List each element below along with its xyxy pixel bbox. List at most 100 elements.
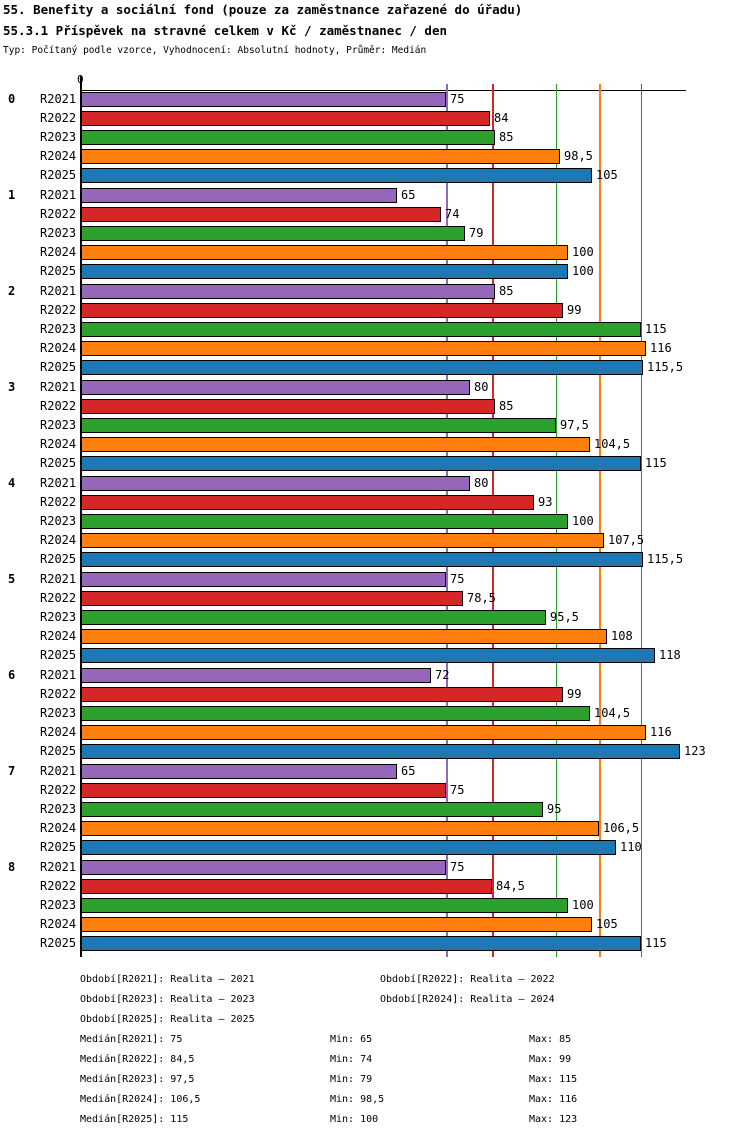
bar-R2021-group-7: [81, 764, 397, 779]
bar-R2022-group-4: [81, 495, 534, 510]
series-row-label: R2023: [40, 130, 77, 144]
bar-R2022-group-6: [81, 687, 563, 702]
series-row-label: R2025: [40, 456, 77, 470]
series-row-label: R2025: [40, 552, 77, 566]
bar-value-label: 104,5: [594, 706, 631, 720]
bar-value-label: 97,5: [560, 418, 589, 432]
bar-value-label: 116: [650, 725, 672, 739]
median-gridline-R2024: [599, 84, 601, 957]
bar-value-label: 118: [659, 648, 681, 662]
series-row-label: R2022: [40, 303, 77, 317]
stat-median: Medián[R2022]: 84,5: [80, 1054, 195, 1065]
group-label-1: 1: [8, 188, 16, 202]
series-row-label: R2023: [40, 322, 77, 336]
bar-value-label: 75: [450, 572, 465, 586]
bar-R2022-group-1: [81, 207, 441, 222]
series-row-label: R2022: [40, 495, 77, 509]
bar-R2021-group-2: [81, 284, 495, 299]
bar-value-label: 115,5: [647, 360, 684, 374]
bar-R2023-group-0: [81, 130, 495, 145]
bar-R2025-group-0: [81, 168, 592, 183]
bar-R2023-group-6: [81, 706, 590, 721]
series-row-label: R2024: [40, 533, 77, 547]
group-label-4: 4: [8, 476, 16, 490]
group-label-2: 2: [8, 284, 16, 298]
series-row-label: R2024: [40, 341, 77, 355]
bar-R2021-group-0: [81, 92, 446, 107]
series-row-label: R2023: [40, 898, 77, 912]
bar-value-label: 79: [469, 226, 484, 240]
bar-value-label: 84: [494, 111, 509, 125]
bar-value-label: 100: [572, 514, 594, 528]
series-row-label: R2021: [40, 572, 77, 586]
stat-min: Min: 79: [330, 1074, 373, 1085]
bar-R2024-group-0: [81, 149, 560, 164]
bar-value-label: 65: [401, 764, 416, 778]
group-label-3: 3: [8, 380, 16, 394]
series-row-label: R2024: [40, 629, 77, 643]
legend-item: Období[R2021]: Realita – 2021: [80, 974, 255, 985]
legend-item: Období[R2022]: Realita – 2022: [380, 974, 555, 985]
series-row-label: R2024: [40, 821, 77, 835]
bar-R2025-group-1: [81, 264, 568, 279]
bar-value-label: 80: [474, 476, 489, 490]
bar-R2022-group-3: [81, 399, 495, 414]
x-axis-line: [81, 90, 686, 91]
series-row-label: R2024: [40, 245, 77, 259]
bar-R2024-group-7: [81, 821, 599, 836]
stat-median: Medián[R2024]: 106,5: [80, 1094, 201, 1105]
group-label-8: 8: [8, 860, 16, 874]
bar-value-label: 75: [450, 92, 465, 106]
series-row-label: R2021: [40, 92, 77, 106]
series-row-label: R2022: [40, 399, 77, 413]
bar-R2024-group-4: [81, 533, 604, 548]
series-row-label: R2025: [40, 360, 77, 374]
bar-R2025-group-5: [81, 648, 655, 663]
stat-min: Min: 100: [330, 1114, 379, 1125]
bar-value-label: 95,5: [550, 610, 579, 624]
bar-R2022-group-8: [81, 879, 492, 894]
bar-value-label: 74: [445, 207, 460, 221]
bar-R2022-group-0: [81, 111, 490, 126]
series-row-label: R2022: [40, 591, 77, 605]
legend-item: Období[R2023]: Realita – 2023: [80, 994, 255, 1005]
group-label-0: 0: [8, 92, 16, 106]
bar-value-label: 100: [572, 245, 594, 259]
series-row-label: R2024: [40, 917, 77, 931]
chart-meta-info: Typ: Počítaný podle vzorce, Vyhodnocení:…: [3, 45, 427, 56]
stat-median: Medián[R2021]: 75: [80, 1034, 183, 1045]
bar-R2022-group-5: [81, 591, 463, 606]
bar-R2025-group-7: [81, 840, 616, 855]
bar-R2021-group-4: [81, 476, 470, 491]
bar-value-label: 100: [572, 898, 594, 912]
bar-R2024-group-3: [81, 437, 590, 452]
bar-R2023-group-8: [81, 898, 568, 913]
stat-min: Min: 98,5: [330, 1094, 385, 1105]
stat-min: Min: 74: [330, 1054, 373, 1065]
series-row-label: R2025: [40, 840, 77, 854]
page-title: 55. Benefity a sociální fond (pouze za z…: [3, 2, 523, 17]
series-row-label: R2025: [40, 744, 77, 758]
series-row-label: R2021: [40, 668, 77, 682]
bar-value-label: 75: [450, 860, 465, 874]
stat-max: Max: 115: [529, 1074, 578, 1085]
bar-R2022-group-7: [81, 783, 446, 798]
bar-R2025-group-3: [81, 456, 641, 471]
bar-value-label: 80: [474, 380, 489, 394]
bar-value-label: 78,5: [467, 591, 496, 605]
bar-R2023-group-7: [81, 802, 543, 817]
stat-min: Min: 65: [330, 1034, 373, 1045]
bar-value-label: 105: [596, 168, 618, 182]
series-row-label: R2022: [40, 111, 77, 125]
stat-max: Max: 123: [529, 1114, 578, 1125]
bar-R2025-group-6: [81, 744, 680, 759]
bar-R2023-group-2: [81, 322, 641, 337]
series-row-label: R2022: [40, 783, 77, 797]
bar-value-label: 100: [572, 264, 594, 278]
bar-value-label: 115,5: [647, 552, 684, 566]
bar-value-label: 75: [450, 783, 465, 797]
bar-value-label: 105: [596, 917, 618, 931]
bar-R2021-group-8: [81, 860, 446, 875]
median-gridline-R2025: [640, 84, 643, 957]
stat-median: Medián[R2023]: 97,5: [80, 1074, 195, 1085]
